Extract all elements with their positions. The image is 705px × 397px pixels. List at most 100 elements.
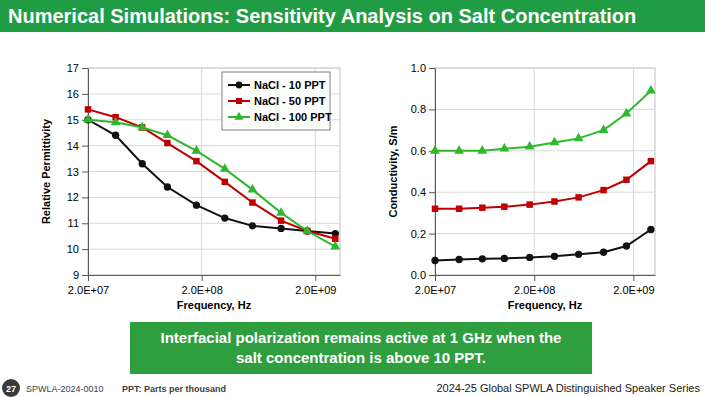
y-tick: 0.0 xyxy=(411,269,435,281)
marker xyxy=(526,201,532,207)
x-axis-title: Frequency, Hz xyxy=(508,299,583,311)
marker xyxy=(432,206,438,212)
marker xyxy=(111,117,121,126)
x-tick-mark xyxy=(315,275,316,281)
marker xyxy=(249,199,255,205)
y-tick-mark xyxy=(82,197,88,198)
y-tick-label: 0.8 xyxy=(411,103,426,115)
legend-marker xyxy=(236,82,243,89)
y-axis-title: Relative Permittivity xyxy=(40,118,52,224)
y-tick: 11 xyxy=(68,217,88,229)
marker xyxy=(164,183,171,190)
x-tick-mark xyxy=(202,275,203,281)
x-axis: 2.0E+072.0E+082.0E+09 xyxy=(415,275,656,296)
grid-line-x xyxy=(435,68,436,275)
legend: NaCl - 10 PPTNaCl - 50 PPTNaCl - 100 PPT xyxy=(222,72,332,130)
marker xyxy=(83,114,93,123)
x-tick-label: 2.0E+08 xyxy=(181,284,222,296)
legend-label: NaCl - 10 PPT xyxy=(254,79,326,91)
marker xyxy=(456,206,462,212)
y-tick-mark xyxy=(429,192,435,193)
y-tick-mark xyxy=(82,223,88,224)
y-tick-label: 17 xyxy=(67,62,79,74)
y-axis-line xyxy=(88,69,89,276)
title: Numerical Simulations: Sensitivity Analy… xyxy=(8,5,636,27)
plot-frame xyxy=(435,68,655,275)
y-tick-label: 11 xyxy=(68,217,79,229)
marker xyxy=(139,160,146,167)
y-axis-line xyxy=(435,69,436,276)
marker xyxy=(551,198,557,204)
grid-line-y xyxy=(88,223,340,224)
marker xyxy=(575,251,582,258)
marker xyxy=(525,141,535,150)
y-axis: 0.0 0.2 0.4 0.6 0.8 1.0 xyxy=(411,62,436,281)
y-tick-mark xyxy=(429,275,435,276)
marker xyxy=(575,194,581,200)
marker xyxy=(479,204,485,210)
y-tick: 0.4 xyxy=(411,186,435,198)
x-tick-label: 2.0E+08 xyxy=(514,284,555,296)
y-tick-label: 1.0 xyxy=(411,62,426,74)
y-tick-label: 0.2 xyxy=(411,228,426,240)
y-tick-mark xyxy=(429,68,435,69)
y-tick-mark xyxy=(82,172,88,173)
marker xyxy=(222,179,228,185)
marker xyxy=(501,203,507,209)
y-tick-label: 13 xyxy=(67,166,79,178)
marker xyxy=(164,140,170,146)
slide-number: 27 xyxy=(6,384,16,394)
y-tick: 14 xyxy=(67,140,88,152)
y-tick-label: 10 xyxy=(67,243,79,255)
marker xyxy=(193,201,200,208)
x-tick-label: 2.0E+09 xyxy=(295,284,336,296)
marker xyxy=(137,122,147,131)
title-banner xyxy=(0,0,705,32)
marker xyxy=(455,256,462,263)
y-tick: 13 xyxy=(67,166,88,178)
marker xyxy=(621,108,631,117)
series-line xyxy=(435,161,651,209)
x-tick-mark xyxy=(633,275,634,281)
marker xyxy=(330,241,340,250)
series-line xyxy=(435,91,651,151)
marker xyxy=(647,226,654,233)
y-tick-mark xyxy=(429,109,435,110)
footer-note: PPT: Parts per thousand xyxy=(122,384,226,394)
marker xyxy=(302,225,312,234)
grid xyxy=(435,68,655,275)
series-line xyxy=(88,120,335,247)
y-axis: 91011121314151617 xyxy=(67,62,89,281)
marker xyxy=(277,225,284,232)
marker xyxy=(501,255,508,262)
marker xyxy=(550,137,560,146)
grid-line-y xyxy=(88,171,340,172)
series-line xyxy=(435,229,651,260)
grid-line-x xyxy=(201,68,202,275)
y-tick: 17 xyxy=(67,62,88,74)
marker xyxy=(648,158,654,164)
marker xyxy=(526,254,533,261)
marker xyxy=(278,217,284,223)
y-axis-title: Conductivity, S/m xyxy=(387,125,399,217)
marker xyxy=(551,253,558,260)
slide-number-badge xyxy=(2,379,20,397)
grid-line-y xyxy=(435,68,655,69)
legend-marker xyxy=(236,98,242,104)
marker xyxy=(600,249,607,256)
y-tick-label: 12 xyxy=(67,191,79,203)
marker xyxy=(163,130,173,139)
grid-line-x xyxy=(633,68,634,275)
y-tick-label: 0.6 xyxy=(411,145,426,157)
marker xyxy=(623,177,629,183)
marker xyxy=(479,255,486,262)
marker xyxy=(221,214,228,221)
y-tick-label: 0.4 xyxy=(411,186,426,198)
footer-paper: SPWLA-2024-0010 xyxy=(26,384,104,394)
y-tick-label: 14 xyxy=(67,140,79,152)
x-tick-mark xyxy=(534,275,535,281)
marker xyxy=(600,187,606,193)
y-tick-mark xyxy=(82,68,88,69)
x-tick-mark xyxy=(435,275,436,281)
x-axis-line xyxy=(89,275,341,276)
